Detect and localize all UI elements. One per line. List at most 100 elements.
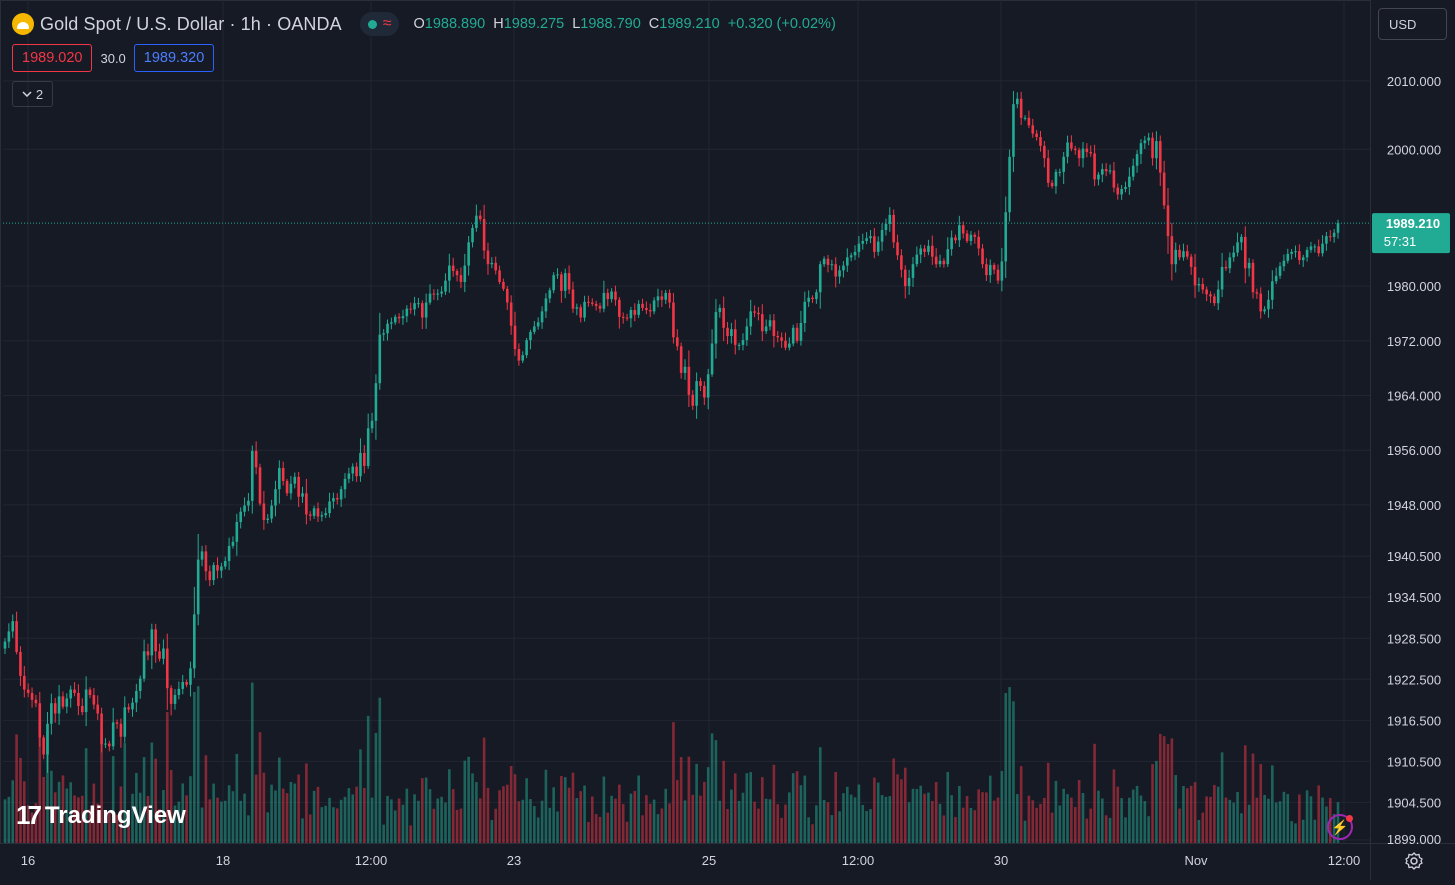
volume-bar — [1151, 764, 1154, 843]
candle-body — [478, 215, 482, 220]
volume-bar — [1213, 784, 1216, 843]
candle-body — [135, 690, 138, 703]
candle-body — [927, 245, 930, 252]
volume-bar — [1077, 779, 1081, 843]
candle-body — [374, 383, 378, 421]
volume-bar — [1325, 806, 1328, 843]
volume-bar — [706, 767, 710, 843]
close-label: C — [648, 16, 660, 32]
volume-bar — [181, 783, 185, 843]
candle-body — [633, 310, 637, 315]
volume-bar — [193, 692, 196, 843]
volume-bar — [351, 794, 355, 843]
candle-body — [884, 223, 888, 231]
time-tick-label: 16 — [21, 853, 35, 868]
price-tick-label: 1934.500 — [1387, 590, 1441, 605]
symbol-title[interactable]: Gold Spot / U.S. Dollar · 1h · OANDA — [40, 13, 342, 34]
volume-bar — [525, 778, 528, 843]
volume-bar — [965, 796, 969, 843]
tradingview-logo[interactable]: 17 TradingView — [16, 800, 186, 831]
candle-body — [355, 466, 358, 477]
candle-body — [1247, 262, 1251, 269]
candle-body — [266, 518, 270, 520]
volume-bar — [896, 774, 899, 843]
volume-bar — [405, 788, 409, 843]
market-status[interactable]: ≈ — [359, 12, 400, 36]
candle-body — [958, 225, 961, 241]
gear-icon[interactable] — [1404, 851, 1424, 871]
candle-body — [142, 651, 146, 679]
volume-bar — [517, 801, 521, 843]
volume-bar — [1031, 800, 1035, 843]
volume-bar — [15, 734, 18, 843]
volume-bar — [417, 800, 420, 843]
volume-bar — [645, 795, 648, 843]
candle-body — [691, 394, 695, 406]
candle-body — [726, 327, 729, 337]
volume-bar — [567, 787, 571, 843]
volume-bar — [467, 756, 470, 843]
volume-bar — [420, 778, 424, 843]
candle-body — [965, 233, 969, 241]
price-tick-label: 1956.000 — [1387, 443, 1441, 458]
volume-bar — [954, 817, 957, 843]
candle-body — [1236, 242, 1239, 253]
buy-button[interactable]: 1989.320 — [133, 44, 215, 72]
candle-body — [127, 707, 130, 710]
volume-bar — [815, 805, 818, 843]
volume-bar — [656, 814, 660, 843]
candle-body — [567, 273, 571, 290]
volume-bar — [745, 773, 749, 843]
flash-icon[interactable]: ⚡ — [1327, 814, 1353, 840]
volume-bar — [633, 790, 637, 843]
candle-body — [305, 493, 308, 515]
candle-body — [50, 703, 53, 724]
volume-bar — [621, 804, 625, 843]
volume-bar — [475, 782, 478, 843]
currency-selector[interactable]: USD — [1378, 8, 1447, 40]
volume-bar — [888, 796, 892, 843]
volume-bar — [308, 814, 312, 843]
candle-body — [475, 215, 478, 228]
candle-body — [440, 291, 443, 294]
candle-body — [3, 641, 7, 649]
volume-bar — [34, 803, 38, 843]
volume-bar — [281, 788, 285, 843]
candle-body — [938, 260, 942, 265]
candle-body — [158, 651, 161, 659]
volume-bar — [869, 809, 872, 843]
candle-body — [703, 385, 706, 398]
volume-bar — [1008, 687, 1011, 843]
candle-body — [1267, 299, 1270, 310]
volume-bar — [285, 793, 289, 843]
candle-body — [679, 346, 683, 373]
candle-body — [1131, 165, 1135, 177]
indicators-toggle-button[interactable]: 2 — [12, 81, 53, 107]
volume-bar — [730, 789, 733, 843]
last-price-label-bg — [1372, 213, 1450, 254]
volume-bar — [749, 772, 753, 843]
volume-bar — [1035, 807, 1038, 843]
candle-body — [1201, 284, 1205, 290]
volume-bar — [958, 785, 961, 843]
last-price-value: 1989.210 — [1386, 216, 1440, 231]
volume-bar — [556, 811, 559, 843]
sell-button[interactable]: 1989.020 — [12, 44, 93, 72]
candle-body — [328, 501, 331, 514]
volume-bar — [857, 784, 861, 843]
candle-body — [189, 668, 192, 685]
volume-bar — [3, 799, 7, 843]
volume-bar — [695, 763, 698, 843]
candle-body — [1305, 249, 1309, 258]
candle-body — [1328, 236, 1332, 238]
candle-body — [745, 326, 749, 341]
volume-bar — [1027, 795, 1031, 843]
volume-bar — [386, 795, 389, 843]
volume-bar — [270, 784, 273, 843]
candle-body — [1147, 137, 1150, 141]
candle-body — [1170, 236, 1174, 265]
volume-bar — [768, 799, 772, 843]
